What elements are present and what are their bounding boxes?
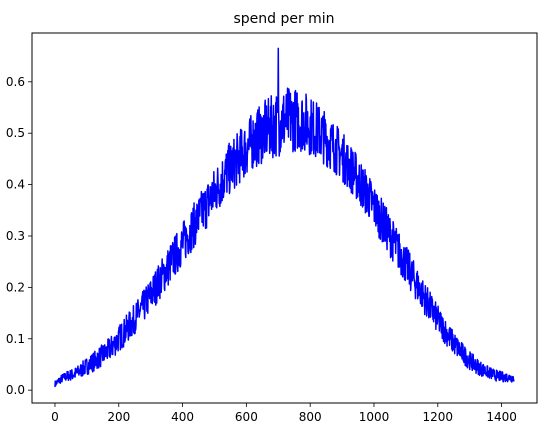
x-tick-label: 1200 [423,410,454,424]
x-axis: 0 200 400 600 800 1000 1200 1400 [51,403,517,424]
x-tick-label: 600 [235,410,258,424]
plot-frame [31,32,538,404]
x-tick-label: 1400 [486,410,517,424]
y-tick-label: 0.3 [6,229,25,243]
x-tick-label: 1000 [359,410,390,424]
y-tick-label: 0.4 [6,178,25,192]
y-tick-label: 0.6 [6,75,25,89]
series-line [54,47,515,388]
y-tick-label: 0.2 [6,280,25,294]
x-tick-label: 800 [299,410,322,424]
x-tick-label: 0 [51,410,59,424]
y-tick-label: 0.0 [6,383,25,397]
chart-title: spend per min [233,11,334,27]
plot-area [54,47,515,388]
y-tick-label: 0.1 [6,332,25,346]
y-axis: 0.0 0.1 0.2 0.3 0.4 0.5 0.6 [6,75,32,397]
x-tick-label: 200 [107,410,130,424]
x-tick-label: 400 [171,410,194,424]
y-tick-label: 0.5 [6,126,25,140]
